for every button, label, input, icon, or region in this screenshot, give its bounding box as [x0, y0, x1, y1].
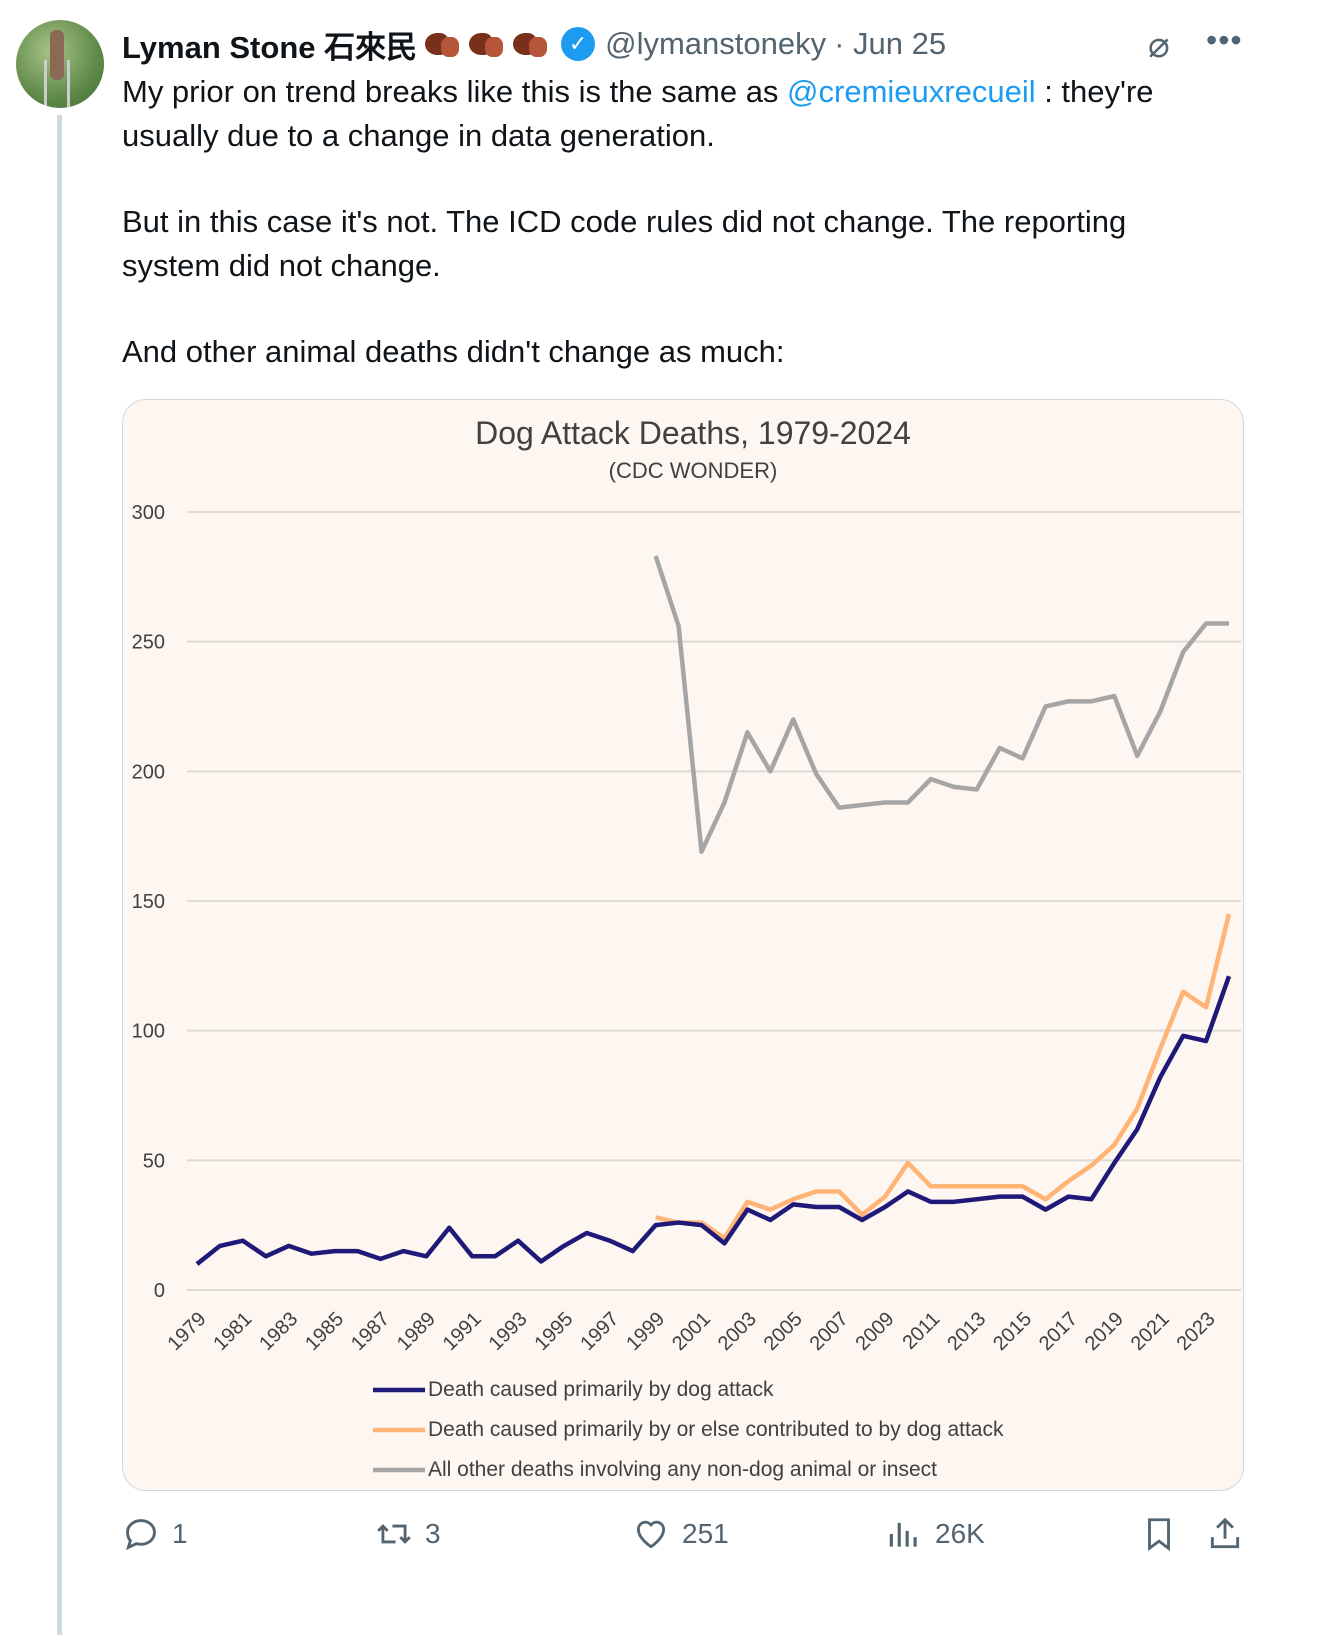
views-count: 26K	[935, 1518, 985, 1549]
text-segment: : they're usually due to a change in dat…	[122, 74, 1154, 153]
text-paragraph: But in this case it's not. The ICD code …	[122, 204, 1127, 283]
x-tick-label: 2011	[898, 1308, 944, 1354]
x-tick-label: 1999	[622, 1308, 669, 1355]
x-tick-label: 2013	[943, 1308, 990, 1355]
x-tick-label: 1987	[347, 1308, 394, 1355]
heart-icon	[636, 1520, 666, 1549]
y-tick-label: 200	[132, 761, 165, 783]
author-name[interactable]: Lyman Stone 石來民	[122, 29, 418, 65]
y-tick-label: 300	[132, 502, 165, 524]
x-tick-label: 2009	[852, 1308, 899, 1355]
tweet-text: My prior on trend breaks like this is th…	[122, 70, 1222, 416]
like-count: 251	[682, 1518, 729, 1549]
x-tick-label: 2005	[760, 1308, 807, 1355]
bison-emoji-icon	[511, 29, 549, 59]
share-button[interactable]	[1206, 1515, 1244, 1553]
x-tick-label: 1981	[209, 1308, 256, 1355]
y-tick-label: 100	[132, 1021, 165, 1043]
verified-badge-icon[interactable]: ✓	[561, 27, 596, 61]
avatar-figure	[50, 30, 64, 80]
y-tick-label: 0	[154, 1280, 165, 1302]
reply-button[interactable]: 1	[122, 1515, 188, 1553]
y-tick-label: 50	[143, 1150, 165, 1172]
x-tick-label: 2015	[989, 1308, 1036, 1355]
x-tick-label: 1989	[393, 1308, 440, 1355]
bison-emoji-icon	[467, 29, 505, 59]
author-handle[interactable]: @lymanstoneky	[605, 26, 827, 61]
y-tick-label: 250	[132, 632, 165, 654]
bookmark-button[interactable]	[1140, 1515, 1178, 1553]
bison-emoji-icon	[423, 29, 461, 59]
x-tick-label: 2001	[668, 1308, 715, 1355]
tweet-header: Lyman Stone 石來民 ✓ @lymanstoneky · Jun 25	[122, 24, 947, 65]
chart-title: Dog Attack Deaths, 1979-2024	[475, 415, 911, 451]
x-tick-label: 2021	[1127, 1308, 1174, 1355]
share-icon	[1210, 1517, 1240, 1549]
legend-label: Death caused primarily by or else contri…	[428, 1418, 1004, 1441]
chart-subtitle: (CDC WONDER)	[609, 458, 778, 483]
grok-icon[interactable]: ⌀	[1148, 24, 1170, 65]
legend-label: Death caused primarily by dog attack	[428, 1378, 774, 1401]
views-chart-icon	[889, 1522, 917, 1547]
action-bar: 1 3 251 26K	[0, 1515, 1321, 1571]
mention-link[interactable]: @cremieuxrecueil	[787, 74, 1036, 109]
repost-icon	[377, 1524, 411, 1544]
repost-button[interactable]: 3	[375, 1515, 441, 1553]
x-tick-label: 2003	[714, 1308, 761, 1355]
avatar[interactable]	[16, 20, 104, 108]
line-chart: Dog Attack Deaths, 1979-2024 (CDC WONDER…	[132, 415, 1241, 1481]
text-segment: My prior on trend breaks like this is th…	[122, 74, 788, 109]
x-tick-label: 2019	[1081, 1308, 1128, 1355]
x-tick-label: 1985	[301, 1308, 348, 1355]
text-paragraph: And other animal deaths didn't change as…	[122, 334, 785, 369]
y-tick-label: 150	[132, 891, 165, 913]
repost-count: 3	[425, 1518, 441, 1549]
thread-line	[57, 115, 62, 1635]
reply-icon	[126, 1519, 156, 1551]
like-button[interactable]: 251	[632, 1515, 729, 1553]
chart-image[interactable]: Dog Attack Deaths, 1979-2024 (CDC WONDER…	[122, 399, 1244, 1491]
series-line-0	[195, 975, 1232, 1266]
x-tick-label: 1991	[439, 1308, 486, 1355]
legend-label: All other deaths involving any non-dog a…	[428, 1458, 937, 1481]
views-button[interactable]: 26K	[885, 1515, 985, 1553]
x-tick-label: 1983	[255, 1308, 302, 1355]
x-tick-label: 1979	[164, 1308, 211, 1355]
more-options-icon[interactable]: •••	[1206, 22, 1243, 58]
x-tick-label: 1995	[530, 1308, 577, 1355]
series-line-1	[655, 913, 1232, 1241]
x-tick-label: 1993	[485, 1308, 532, 1355]
series-line-2	[653, 555, 1229, 854]
reply-count: 1	[172, 1518, 188, 1549]
bookmark-icon	[1148, 1518, 1170, 1552]
avatar-ladder	[44, 60, 70, 108]
x-tick-label: 1997	[576, 1308, 623, 1355]
x-tick-label: 2007	[806, 1308, 853, 1355]
x-tick-label: 2017	[1035, 1308, 1082, 1355]
x-tick-label: 2023	[1173, 1308, 1220, 1355]
tweet-date[interactable]: · Jun 25	[834, 26, 947, 61]
